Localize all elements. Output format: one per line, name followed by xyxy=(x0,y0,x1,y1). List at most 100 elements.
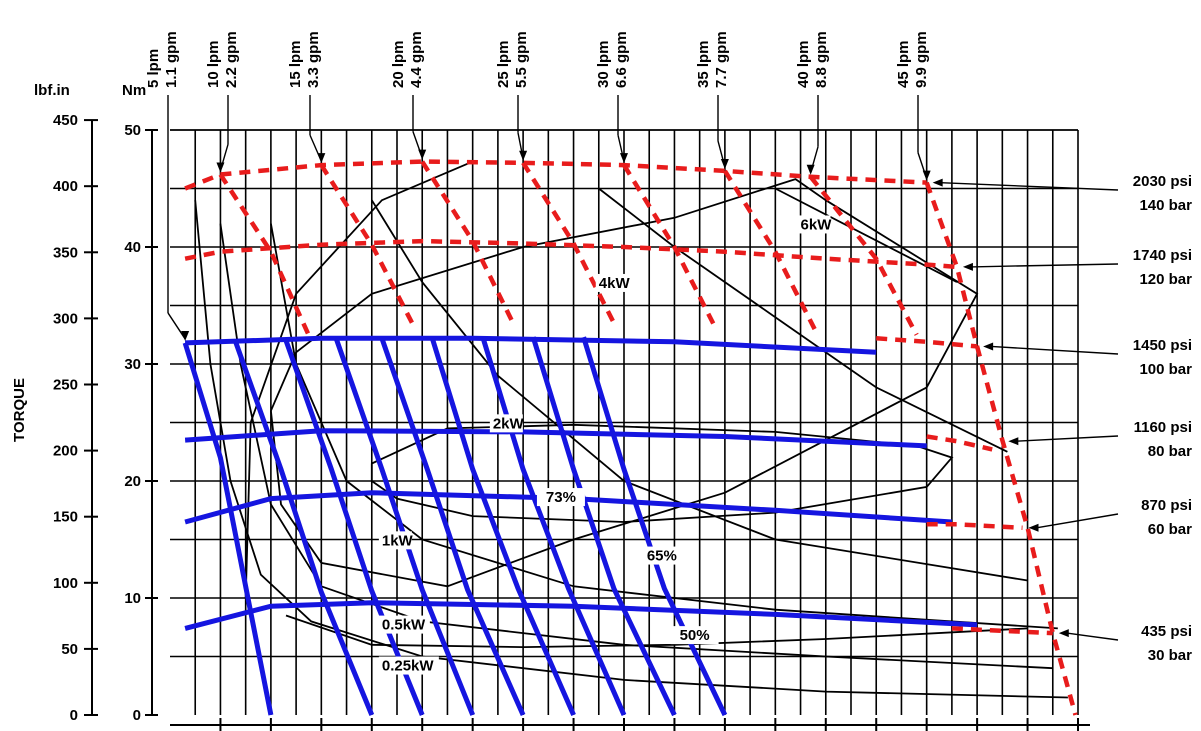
pressure-limit-curve xyxy=(876,336,978,349)
pressure-label-psi: 1450 psi xyxy=(1133,337,1192,354)
pressure-label-bar: 100 bar xyxy=(1139,361,1192,378)
flow-limit-curve xyxy=(622,163,717,328)
chart-labels: 2004006008001000120014001600180001020304… xyxy=(11,31,1192,724)
pressure-arrow-head xyxy=(1028,523,1039,532)
lbfin-tick-label: 100 xyxy=(53,575,78,592)
lbfin-tick-label: 450 xyxy=(53,112,78,129)
pressure-arrow-line xyxy=(991,345,1119,355)
flow-label-gpm: 9.9 gpm xyxy=(913,31,930,88)
flow-label-lpm: 5 lpm xyxy=(145,49,162,88)
lbfin-tick-label: 200 xyxy=(53,443,78,460)
lbfin-tick-label: 150 xyxy=(53,509,78,526)
pressure-curve-blue xyxy=(184,428,927,449)
flow-arrow-head xyxy=(418,149,427,160)
lbfin-tick-label: 350 xyxy=(53,244,78,261)
nm-tick-label: 40 xyxy=(124,239,141,256)
flow-label-lpm: 30 lpm xyxy=(595,40,612,88)
power-label-bg xyxy=(489,414,523,433)
flow-limit-curve xyxy=(319,163,415,325)
speed-curves xyxy=(182,335,978,717)
pressure-curve-blue xyxy=(184,490,953,525)
y-axis-title: TORQUE xyxy=(11,378,28,442)
power-curve xyxy=(270,223,1058,630)
power-label: 1kW xyxy=(382,532,414,549)
flow-label-lpm: 45 lpm xyxy=(895,40,912,88)
pressure-label-bar: 80 bar xyxy=(1148,443,1192,460)
flow-limit-curve xyxy=(218,173,314,342)
power-label: 4kW xyxy=(599,275,631,292)
pressure-arrow-head xyxy=(1008,437,1019,446)
pressure-label-bar: 140 bar xyxy=(1139,197,1192,214)
flow-label-lpm: 15 lpm xyxy=(287,40,304,88)
flow-limit-curve xyxy=(808,175,919,336)
speed-curve xyxy=(379,337,526,717)
speed-curve xyxy=(530,336,677,717)
speed-curve xyxy=(581,336,728,717)
nm-tick-label: 50 xyxy=(124,122,141,139)
chart-grid xyxy=(170,129,1079,715)
power-label-bg xyxy=(378,615,430,634)
power-label-bg xyxy=(378,531,412,550)
lbfin-unit-label: lbf.in xyxy=(34,82,70,99)
pressure-curve-blue xyxy=(184,600,978,631)
flow-arrow-head xyxy=(720,158,729,169)
pressure-arrow-line xyxy=(970,263,1119,268)
pressure-limit-curve xyxy=(184,238,958,270)
nm-tick-label: 10 xyxy=(124,590,141,607)
pressure-limit-curve xyxy=(926,522,1023,531)
nm-tick-label: 30 xyxy=(124,356,141,373)
speed-curve xyxy=(334,338,476,716)
pressure-arrow-head xyxy=(983,342,994,351)
flow-label-gpm: 2.2 gpm xyxy=(223,31,240,88)
flow-arrow-head xyxy=(922,170,931,181)
pressure-label-bar: 60 bar xyxy=(1148,521,1192,538)
pressure-label-psi: 435 psi xyxy=(1141,623,1192,640)
nm-unit-label: Nm xyxy=(122,82,146,99)
pressure-arrow-line xyxy=(940,181,1119,191)
flow-label-gpm: 7.7 gpm xyxy=(713,31,730,88)
flow-arrow-head xyxy=(317,153,326,164)
flow-arrow-head xyxy=(181,330,190,341)
speed-curve xyxy=(283,339,425,716)
pressure-limit-curve xyxy=(926,434,993,452)
flow-limit-curve xyxy=(420,160,516,324)
nm-tick-label: 20 xyxy=(124,473,141,490)
flow-limit-curve xyxy=(924,181,1078,716)
power-label: 2kW xyxy=(493,415,525,432)
lbfin-tick-label: 0 xyxy=(70,707,78,724)
efficiency-label-bg xyxy=(670,626,719,645)
speed-curve xyxy=(480,336,627,717)
flow-label-lpm: 25 lpm xyxy=(495,40,512,88)
efficiency-label-bg xyxy=(536,488,585,507)
flow-label-lpm: 40 lpm xyxy=(795,40,812,88)
flow-label-gpm: 8.8 gpm xyxy=(813,31,830,88)
pressure-arrow-line xyxy=(1016,435,1119,442)
lbfin-tick-label: 50 xyxy=(61,641,78,658)
power-curve xyxy=(194,200,1068,699)
power-curve xyxy=(774,187,958,283)
efficiency-curve xyxy=(244,160,474,599)
chart-axes xyxy=(84,119,1090,731)
pressure-arrow-head xyxy=(1058,629,1069,638)
flow-arrow-head xyxy=(216,162,225,173)
pressure-label-psi: 1160 psi xyxy=(1134,419,1192,436)
flow-label-gpm: 3.3 gpm xyxy=(305,31,322,88)
power-label: 6kW xyxy=(801,216,833,233)
pressure-curve-blue xyxy=(185,335,877,355)
flow-limit-curve xyxy=(521,161,616,325)
speed-curve xyxy=(429,337,576,717)
flow-limit-curve xyxy=(722,169,818,333)
flow-label-gpm: 5.5 gpm xyxy=(513,31,530,88)
lbfin-tick-label: 250 xyxy=(53,376,78,393)
flow-arrow-head xyxy=(519,150,528,161)
power-label: 0.25kW xyxy=(382,658,435,675)
pressure-label-psi: 1740 psi xyxy=(1133,247,1192,264)
power-label-bg xyxy=(378,656,439,675)
pressure-label-bar: 120 bar xyxy=(1139,271,1192,288)
speed-curve xyxy=(233,340,375,716)
power-curve xyxy=(598,187,1008,453)
flow-arrow-head xyxy=(620,153,628,164)
efficiency-curve xyxy=(370,423,954,523)
pressure-arrow-head xyxy=(962,262,973,271)
